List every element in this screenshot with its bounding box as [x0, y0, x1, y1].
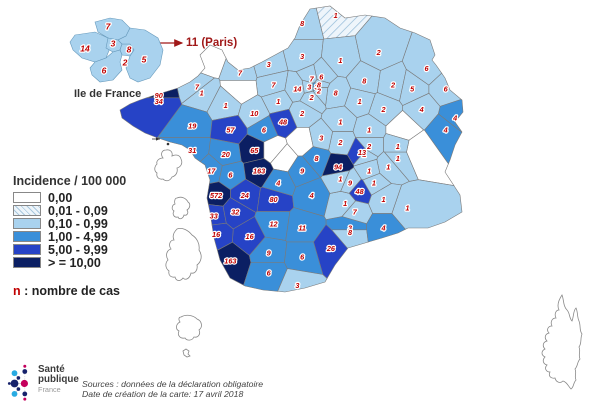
svg-text:2: 2 — [337, 138, 342, 147]
svg-text:10: 10 — [250, 109, 258, 118]
svg-text:80: 80 — [269, 195, 277, 204]
svg-text:4: 4 — [380, 224, 385, 233]
svg-text:94: 94 — [334, 162, 342, 171]
svg-text:1: 1 — [338, 117, 342, 126]
svg-text:1: 1 — [338, 175, 342, 184]
svg-text:1: 1 — [396, 154, 400, 163]
svg-text:8: 8 — [127, 45, 132, 55]
svg-text:17: 17 — [207, 167, 216, 176]
svg-text:6: 6 — [102, 66, 107, 76]
svg-text:2: 2 — [376, 48, 381, 57]
svg-text:3: 3 — [307, 83, 311, 92]
svg-text:3: 3 — [111, 39, 116, 49]
svg-text:19: 19 — [188, 122, 197, 131]
svg-text:1: 1 — [396, 142, 400, 151]
svg-text:12: 12 — [269, 220, 277, 229]
svg-text:1: 1 — [224, 101, 228, 110]
svg-text:16: 16 — [212, 230, 221, 239]
svg-text:1: 1 — [276, 97, 280, 106]
svg-text:4: 4 — [452, 113, 457, 122]
svg-text:1: 1 — [367, 126, 371, 135]
svg-text:11: 11 — [298, 224, 306, 233]
svg-text:163: 163 — [253, 167, 265, 176]
svg-text:2: 2 — [309, 93, 314, 102]
svg-text:34: 34 — [155, 97, 163, 106]
svg-text:3: 3 — [300, 52, 304, 61]
svg-text:2: 2 — [316, 87, 321, 96]
svg-text:1: 1 — [405, 203, 409, 212]
svg-text:32: 32 — [231, 207, 239, 216]
svg-text:1: 1 — [200, 89, 204, 98]
svg-text:3: 3 — [319, 134, 323, 143]
svg-text:2: 2 — [390, 81, 395, 90]
svg-text:14: 14 — [80, 44, 90, 54]
svg-text:1: 1 — [381, 195, 385, 204]
svg-text:4: 4 — [275, 179, 280, 188]
svg-text:4: 4 — [309, 191, 314, 200]
svg-text:14: 14 — [293, 85, 301, 94]
svg-text:1: 1 — [386, 162, 390, 171]
svg-text:1: 1 — [343, 199, 347, 208]
svg-text:24: 24 — [240, 191, 249, 200]
svg-text:3: 3 — [267, 60, 271, 69]
svg-text:572: 572 — [210, 191, 222, 200]
svg-text:65: 65 — [250, 146, 259, 155]
svg-text:2: 2 — [122, 58, 128, 68]
svg-text:48: 48 — [355, 187, 365, 196]
svg-text:31: 31 — [188, 146, 196, 155]
svg-text:48: 48 — [278, 117, 288, 126]
svg-text:2: 2 — [299, 109, 304, 118]
svg-text:1: 1 — [358, 97, 362, 106]
svg-text:3: 3 — [295, 281, 299, 290]
svg-text:5: 5 — [142, 55, 147, 65]
svg-text:1: 1 — [334, 11, 338, 20]
svg-text:1: 1 — [372, 179, 376, 188]
svg-text:4: 4 — [419, 105, 424, 114]
svg-text:1: 1 — [338, 56, 342, 65]
svg-text:163: 163 — [224, 257, 236, 266]
svg-text:20: 20 — [221, 150, 230, 159]
svg-text:13: 13 — [358, 148, 366, 157]
svg-text:33: 33 — [210, 212, 218, 221]
svg-text:26: 26 — [326, 244, 336, 253]
svg-text:1: 1 — [367, 167, 371, 176]
svg-text:16: 16 — [246, 232, 255, 241]
svg-text:57: 57 — [226, 126, 235, 135]
svg-text:4: 4 — [443, 126, 448, 135]
svg-text:2: 2 — [380, 105, 385, 114]
svg-text:2: 2 — [366, 142, 371, 151]
